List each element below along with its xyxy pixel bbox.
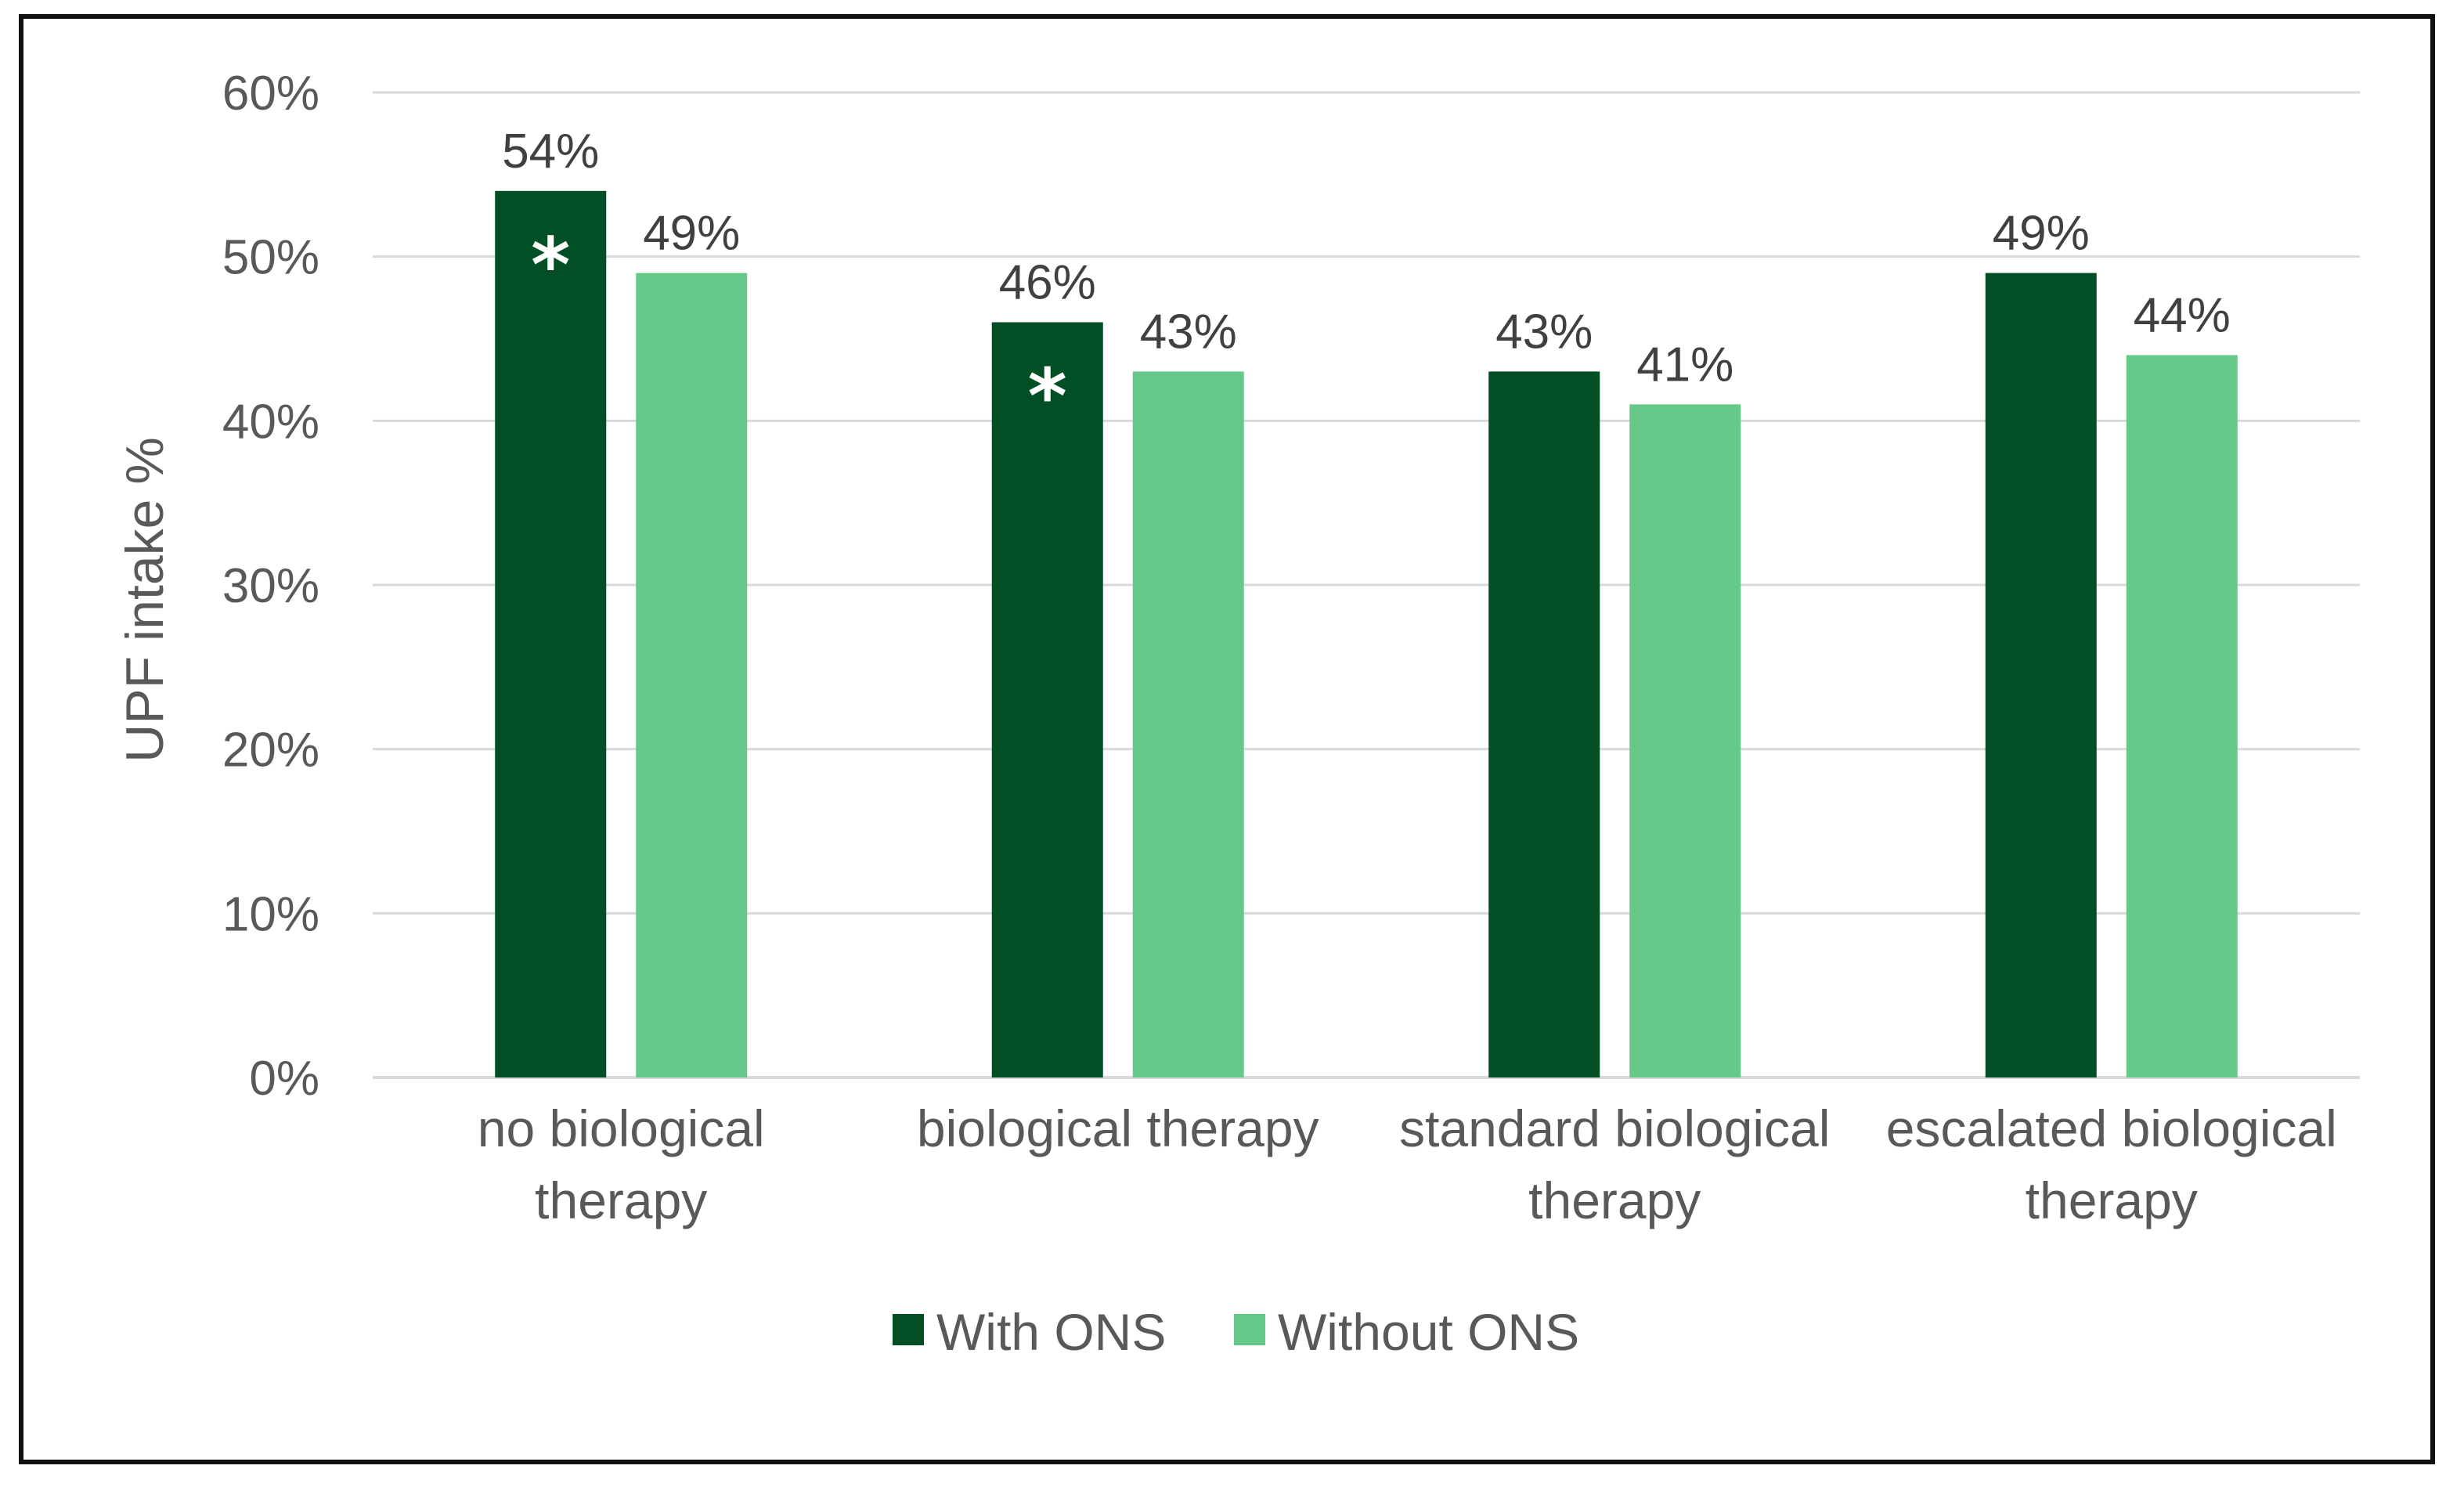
bar-without-ons [636,273,748,1078]
y-tick-label: 30% [222,559,319,613]
chart-frame: 0% 10% 20% 30% 40% 50% 60% 54% * 49% 46% * 43% 43% 41… [19,14,2435,1464]
legend-swatch [893,1314,924,1345]
data-label: 49% [1993,207,2090,261]
x-category-label: therapy [2026,1171,2198,1229]
x-category-label: therapy [535,1171,707,1229]
x-axis-categories: no biological therapy biological therapy st… [478,1099,2337,1229]
data-label: 44% [2134,288,2231,342]
bar-with-ons [495,190,607,1077]
x-category-label: therapy [1528,1171,1701,1229]
x-category-label: biological therapy [917,1099,1319,1157]
data-label: 49% [643,207,740,261]
data-label: 43% [1140,305,1237,359]
legend-label: Without ONS [1278,1303,1579,1361]
y-tick-label: 10% [222,887,319,941]
y-axis-title: UPF intake % [115,437,175,763]
bar-without-ons [2126,355,2238,1077]
significance-asterisk: * [1028,353,1067,441]
y-tick-label: 50% [222,231,319,285]
data-label: 46% [999,256,1096,310]
bar-with-ons [991,322,1103,1077]
data-label: 41% [1636,338,1733,392]
x-category-label: no biological [478,1099,765,1157]
x-category-label: escalated biological [1886,1099,2337,1157]
y-tick-label: 60% [222,67,319,121]
bar-chart: 0% 10% 20% 30% 40% 50% 60% 54% * 49% 46% * 43% 43% 41… [115,67,2360,1361]
legend-label: With ONS [936,1303,1166,1361]
bar-without-ons [1629,404,1741,1077]
legend-swatch [1234,1314,1265,1345]
y-tick-label: 20% [222,724,319,778]
significance-asterisk: * [531,222,570,309]
bar-without-ons [1132,371,1244,1077]
y-tick-label: 40% [222,395,319,449]
y-tick-label: 0% [249,1052,319,1106]
x-category-label: standard biological [1399,1099,1830,1157]
data-label: 54% [502,125,599,179]
bars [495,190,2238,1078]
data-label: 43% [1495,305,1593,359]
bar-with-ons [1985,273,2097,1078]
legend: With ONS Without ONS [893,1303,1579,1361]
y-axis-ticks: 0% 10% 20% 30% 40% 50% 60% [222,67,319,1106]
data-labels: 54% * 49% 46% * 43% 43% 41% 49% 44% [502,125,2231,441]
bar-with-ons [1488,371,1600,1077]
